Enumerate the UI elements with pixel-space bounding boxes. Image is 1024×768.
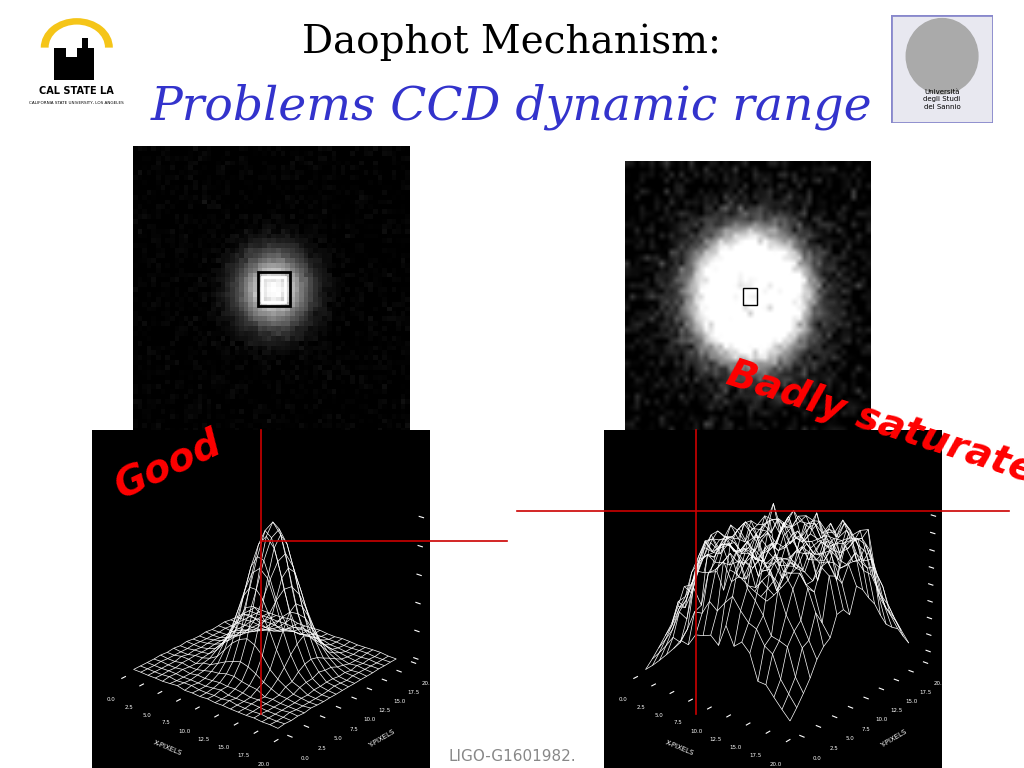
Text: Università
degli Studi
del Sannio: Università degli Studi del Sannio	[924, 89, 961, 110]
X-axis label: X-PIXELS: X-PIXELS	[153, 740, 182, 756]
Text: CALIFORNIA STATE UNIVERSITY, LOS ANGELES: CALIFORNIA STATE UNIVERSITY, LOS ANGELES	[30, 101, 124, 105]
Wedge shape	[41, 18, 113, 48]
Text: Badly saturated: Badly saturated	[723, 355, 1024, 499]
Text: Daophot Mechanism:: Daophot Mechanism:	[302, 24, 722, 61]
Polygon shape	[54, 38, 94, 80]
Bar	[262, 277, 285, 302]
Bar	[742, 289, 758, 305]
Text: Good: Good	[109, 423, 227, 505]
Bar	[258, 273, 290, 306]
Text: LIGO-G1601982.: LIGO-G1601982.	[449, 749, 575, 764]
Text: CAL STATE LA: CAL STATE LA	[40, 86, 114, 96]
Y-axis label: Y-PIXELS: Y-PIXELS	[880, 729, 908, 749]
Circle shape	[906, 18, 978, 94]
X-axis label: X-PIXELS: X-PIXELS	[665, 740, 694, 756]
Y-axis label: Y-PIXELS: Y-PIXELS	[368, 729, 396, 749]
Text: Problems CCD dynamic range: Problems CCD dynamic range	[152, 84, 872, 130]
